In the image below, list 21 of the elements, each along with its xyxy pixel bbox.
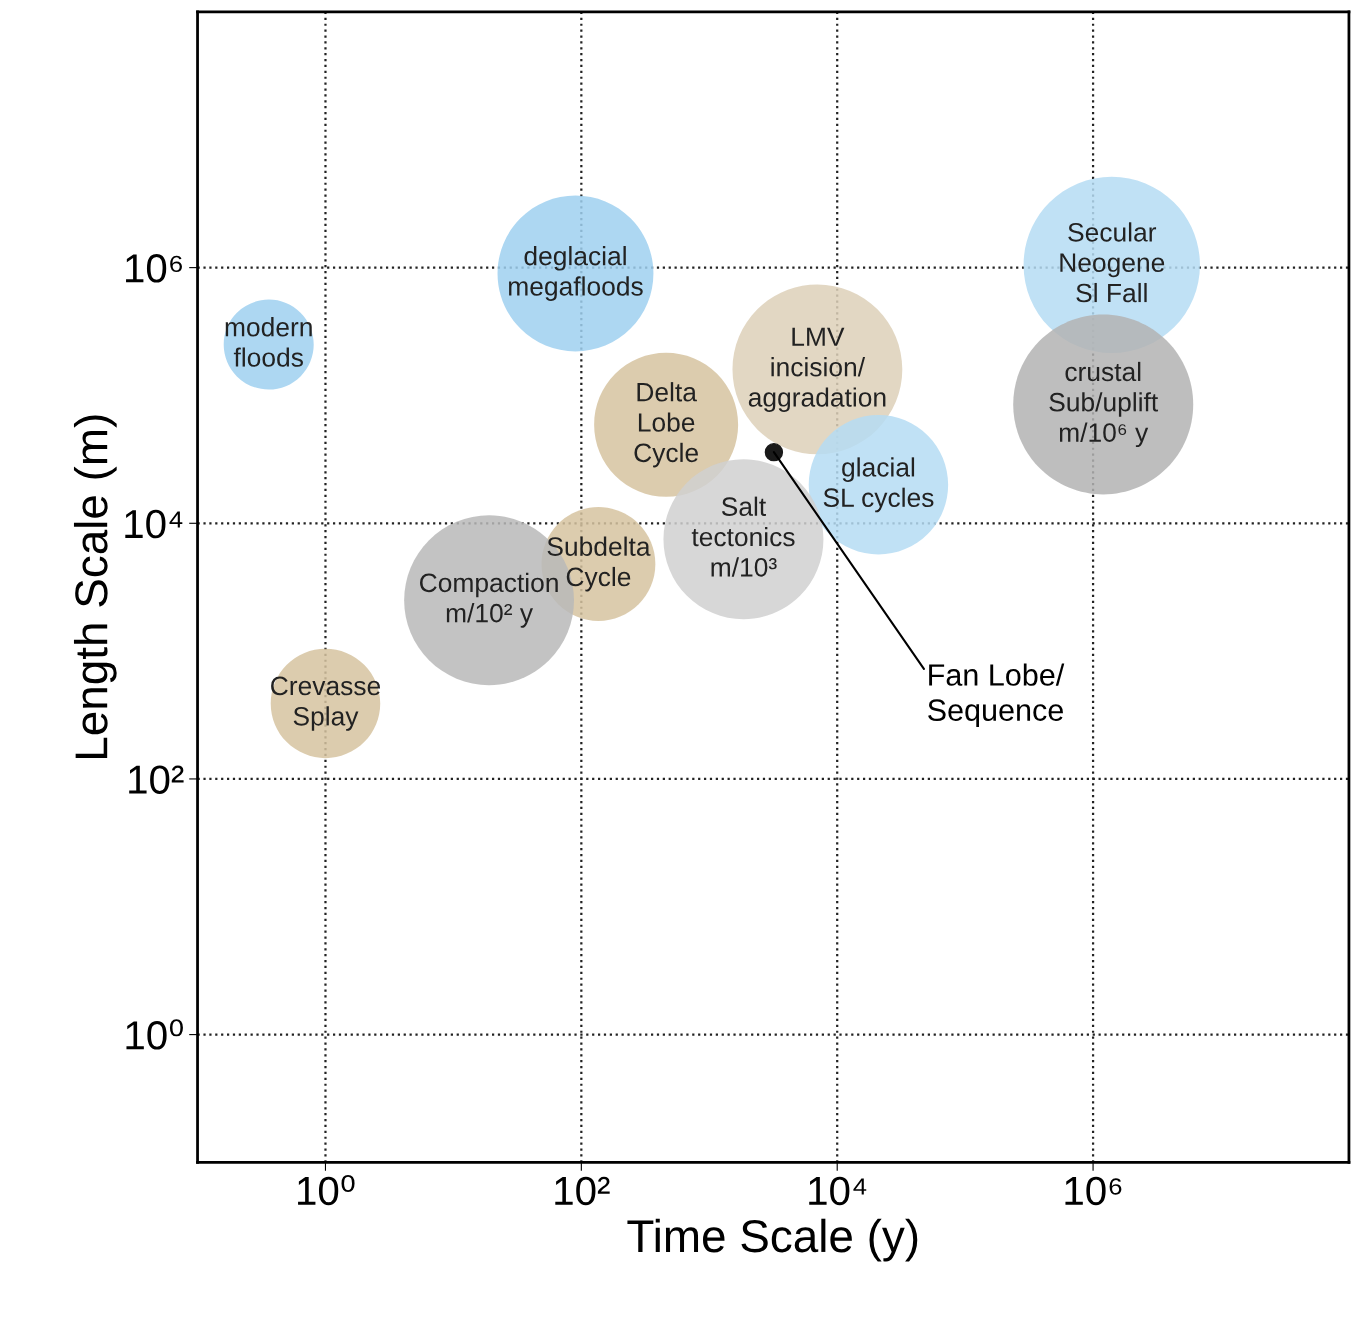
- y-tick-label: 10⁴: [125, 509, 183, 539]
- y-tick-label: 10⁰: [126, 1019, 183, 1050]
- annotation: crustal Sub/uplift m/10⁶ y: [1049, 361, 1159, 448]
- annotation: deglacial megafloods: [509, 246, 643, 301]
- y-tick-label: 10²: [129, 765, 184, 794]
- x-tick-label: 10⁴: [809, 1176, 867, 1206]
- annotation: glacial SL cycles: [823, 457, 934, 513]
- x-tick-label: 10⁰: [298, 1174, 355, 1206]
- annotation: modern floods: [225, 317, 312, 367]
- x-tick-label: 10²: [555, 1176, 610, 1206]
- annotation: Crevasse Splay: [271, 676, 381, 731]
- annotation: Secular Neogene Sl Fall: [1060, 222, 1165, 303]
- x-axis-title: Time Scale (y): [627, 1218, 918, 1262]
- y-tick-label: 10⁶: [126, 254, 182, 283]
- y-axis-title: Length Scale (m): [73, 415, 117, 758]
- annotation: Salt tectonics m/10³: [691, 496, 795, 577]
- annotation: LMV incision/ aggradation: [748, 327, 886, 412]
- annotation: Delta Lobe Cycle: [634, 382, 698, 468]
- annotation: Compaction m/10² y: [420, 572, 558, 628]
- annotation: Fan Lobe/ Sequence: [928, 663, 1065, 728]
- x-tick-label: 10⁶: [1065, 1176, 1122, 1206]
